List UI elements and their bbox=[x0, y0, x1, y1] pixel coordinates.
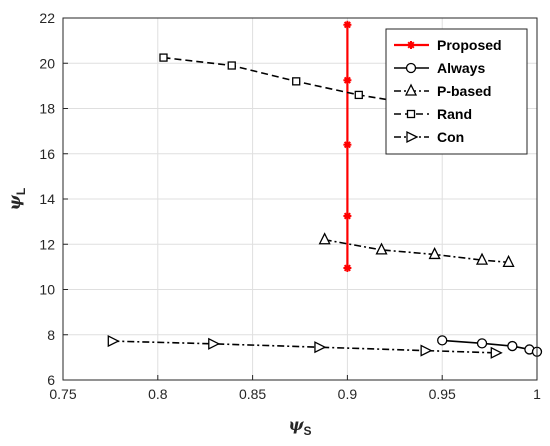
data-point bbox=[208, 337, 221, 350]
data-point bbox=[502, 254, 515, 268]
data-point bbox=[314, 341, 327, 354]
data-point bbox=[476, 338, 488, 349]
data-point bbox=[404, 83, 418, 96]
legend-item: P-based bbox=[394, 83, 491, 99]
series-con bbox=[107, 335, 503, 359]
x-tick-label: 0.9 bbox=[338, 386, 358, 402]
legend-label: Always bbox=[437, 60, 485, 76]
y-axis-label-subscript: L bbox=[14, 188, 28, 195]
data-point bbox=[343, 264, 352, 273]
x-tick-label: 0.85 bbox=[239, 386, 266, 402]
data-point bbox=[107, 335, 120, 348]
data-point bbox=[159, 53, 168, 62]
x-tick-label: 0.75 bbox=[49, 386, 76, 402]
legend-label: Rand bbox=[437, 106, 472, 122]
y-tick-label: 12 bbox=[39, 236, 55, 252]
legend-label: Proposed bbox=[437, 37, 502, 53]
data-point bbox=[428, 246, 441, 260]
data-point bbox=[406, 130, 419, 144]
legend-label: P-based bbox=[437, 83, 491, 99]
y-tick-label: 20 bbox=[39, 55, 55, 71]
data-point bbox=[437, 335, 448, 346]
y-axis-label: ψL bbox=[5, 188, 28, 210]
series-layer bbox=[107, 20, 543, 359]
series-p-based bbox=[318, 232, 515, 268]
y-tick-label: 14 bbox=[39, 191, 55, 207]
y-axis-label-symbol: ψ bbox=[5, 194, 24, 210]
x-tick-label: 0.95 bbox=[429, 386, 456, 402]
data-point bbox=[343, 140, 352, 149]
y-tick-label: 6 bbox=[47, 372, 55, 388]
data-point bbox=[292, 77, 301, 86]
legend-item: Con bbox=[394, 129, 464, 145]
y-tick-label: 8 bbox=[47, 327, 55, 343]
data-point bbox=[507, 340, 518, 352]
data-point bbox=[318, 232, 331, 245]
data-point bbox=[375, 242, 388, 255]
x-axis-label: ψS bbox=[288, 415, 311, 438]
data-point bbox=[343, 211, 352, 220]
data-point bbox=[405, 62, 417, 74]
x-tick-label: 1 bbox=[533, 386, 541, 402]
y-tick-label: 22 bbox=[39, 10, 55, 26]
data-point bbox=[406, 109, 416, 119]
data-point bbox=[407, 41, 415, 49]
data-point bbox=[227, 61, 236, 70]
data-point bbox=[343, 76, 352, 85]
legend: Proposed Always P-based Rand Con bbox=[385, 28, 528, 155]
legend-item: Proposed bbox=[394, 37, 502, 53]
legend-item: Rand bbox=[394, 106, 472, 122]
data-point bbox=[420, 344, 433, 357]
data-point bbox=[490, 346, 503, 359]
data-point bbox=[343, 20, 352, 29]
x-tick-label: 0.8 bbox=[148, 386, 168, 402]
legend-item: Always bbox=[394, 60, 485, 76]
y-tick-label: 16 bbox=[39, 146, 55, 162]
x-axis-label-symbol: ψ bbox=[288, 415, 304, 434]
series-proposed bbox=[343, 20, 352, 273]
legend-label: Con bbox=[437, 129, 464, 145]
data-point bbox=[475, 252, 489, 265]
data-point bbox=[354, 90, 363, 100]
y-tick-label: 18 bbox=[39, 101, 55, 117]
y-tick-label: 10 bbox=[39, 282, 55, 298]
x-axis-label-subscript: S bbox=[304, 424, 312, 438]
